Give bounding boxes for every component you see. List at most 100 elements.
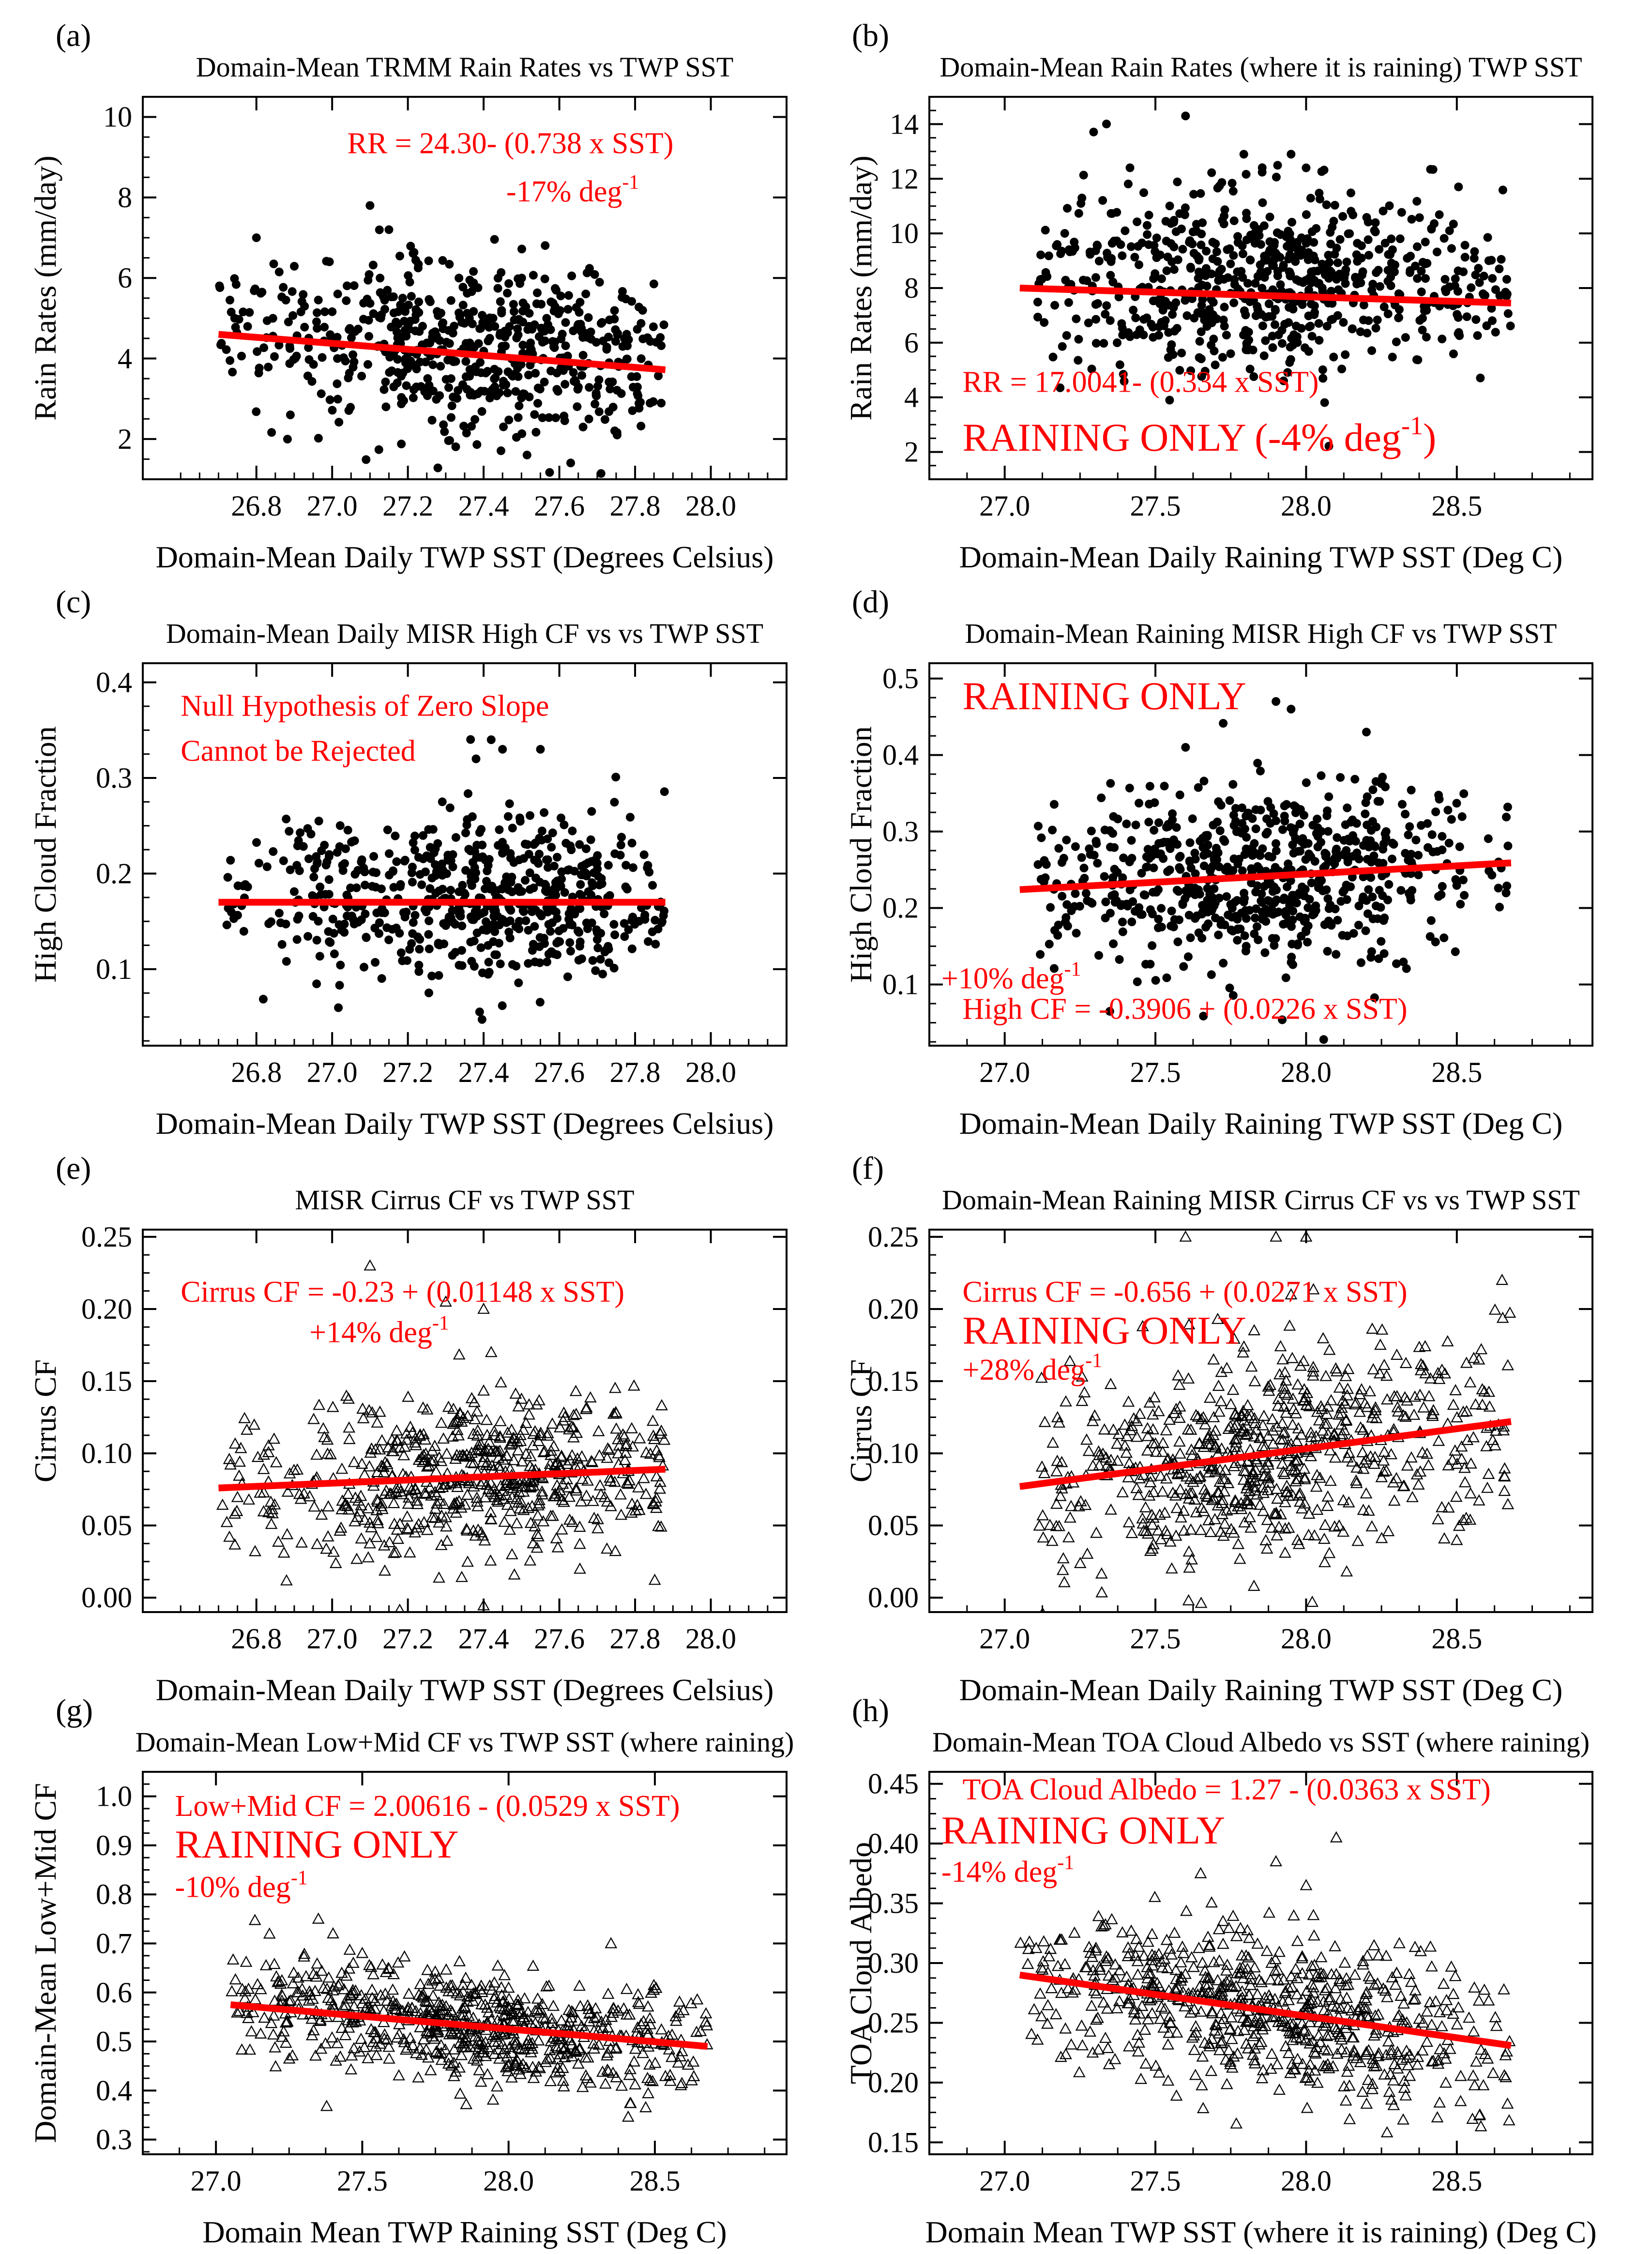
data-point [1291, 257, 1300, 266]
data-point [1506, 321, 1515, 331]
data-point [234, 315, 243, 324]
data-point [1306, 1596, 1319, 1607]
data-point [379, 1564, 391, 1576]
data-point [646, 337, 655, 346]
data-point [461, 357, 470, 366]
data-point [577, 954, 586, 963]
data-point [266, 1503, 279, 1514]
data-point [1130, 1415, 1143, 1426]
data-point [648, 927, 657, 936]
data-point [1201, 264, 1211, 273]
data-point [1495, 264, 1504, 274]
data-point [1262, 1430, 1274, 1441]
data-point [1045, 940, 1054, 949]
data-point [1218, 1485, 1231, 1497]
data-point [1173, 840, 1182, 849]
data-point [322, 1971, 335, 1983]
data-point [1276, 1433, 1289, 1445]
data-point [1118, 251, 1127, 260]
data-point [1483, 233, 1492, 242]
data-point [1147, 320, 1156, 329]
data-point [363, 1959, 376, 1970]
data-point [362, 1502, 375, 1513]
x-tick-label: 27.4 [458, 1056, 509, 1088]
data-point [1165, 865, 1174, 874]
data-point [1447, 244, 1456, 253]
data-point [371, 1493, 384, 1505]
data-point [483, 867, 492, 875]
data-point [1384, 880, 1394, 889]
data-point [1432, 1434, 1445, 1446]
data-point [1350, 775, 1360, 784]
annotation: -17% deg-1 [506, 171, 639, 208]
data-point [1209, 1441, 1222, 1452]
data-point [1230, 1410, 1243, 1422]
data-point [1251, 849, 1260, 858]
data-point [435, 1509, 448, 1521]
data-point [566, 1515, 579, 1527]
data-point [653, 1451, 666, 1462]
data-point [1241, 1497, 1254, 1509]
data-point [611, 337, 620, 346]
data-point [569, 1385, 582, 1396]
data-point [251, 1450, 264, 1462]
data-point [1243, 279, 1252, 288]
data-point [560, 888, 569, 897]
y-axis-label: Rain Rates (mm/day) [844, 155, 878, 420]
data-point [1127, 242, 1136, 251]
y-tick-label: 0.3 [96, 2124, 132, 2156]
annotation: Cirrus CF = -0.656 + (0.0271 x SST) [963, 1276, 1408, 1309]
data-point [1245, 365, 1255, 374]
panel-label: (c) [56, 584, 91, 620]
data-point [281, 919, 290, 929]
data-point [1219, 274, 1228, 284]
data-point [1158, 305, 1167, 315]
data-point [1324, 1475, 1337, 1486]
x-axis-label: Domain-Mean Daily TWP SST (Degrees Celsi… [156, 540, 774, 574]
y-tick-label: 0.25 [868, 1221, 919, 1253]
data-point [1157, 922, 1166, 931]
data-point [1324, 442, 1334, 451]
data-point [427, 416, 437, 425]
data-point [1496, 1311, 1509, 1323]
annotation: RAINING ONLY [963, 674, 1246, 718]
data-point [340, 919, 349, 929]
data-point [1197, 240, 1206, 249]
data-point [1255, 865, 1264, 874]
data-point [1304, 322, 1314, 332]
data-point [1165, 821, 1174, 830]
data-point [395, 251, 404, 260]
data-point [497, 446, 505, 456]
data-point [409, 249, 418, 258]
data-point [1242, 833, 1251, 842]
data-point [1456, 899, 1465, 909]
data-point [575, 1495, 588, 1507]
data-point [455, 960, 464, 970]
data-point [491, 373, 500, 382]
data-point [235, 2043, 248, 2055]
data-point [495, 939, 503, 948]
data-point [420, 1487, 432, 1499]
data-point [561, 341, 570, 350]
data-point [1251, 279, 1260, 288]
data-point [1467, 283, 1476, 292]
data-point [1302, 163, 1311, 172]
data-point [1130, 1431, 1143, 1442]
data-point [223, 873, 232, 882]
data-point [1212, 1486, 1224, 1497]
data-point [637, 422, 646, 431]
data-point [531, 427, 541, 437]
data-point [324, 875, 333, 884]
data-point [533, 1493, 546, 1505]
data-point [1262, 814, 1271, 823]
data-point [240, 1955, 253, 1967]
data-point [1094, 951, 1103, 960]
data-point [1148, 941, 1157, 950]
data-point [1222, 331, 1231, 340]
data-point [455, 910, 464, 919]
data-point [505, 2071, 518, 2083]
data-point [309, 872, 318, 882]
data-point [1095, 1567, 1108, 1579]
data-point [1333, 915, 1342, 925]
data-point [1149, 296, 1158, 305]
